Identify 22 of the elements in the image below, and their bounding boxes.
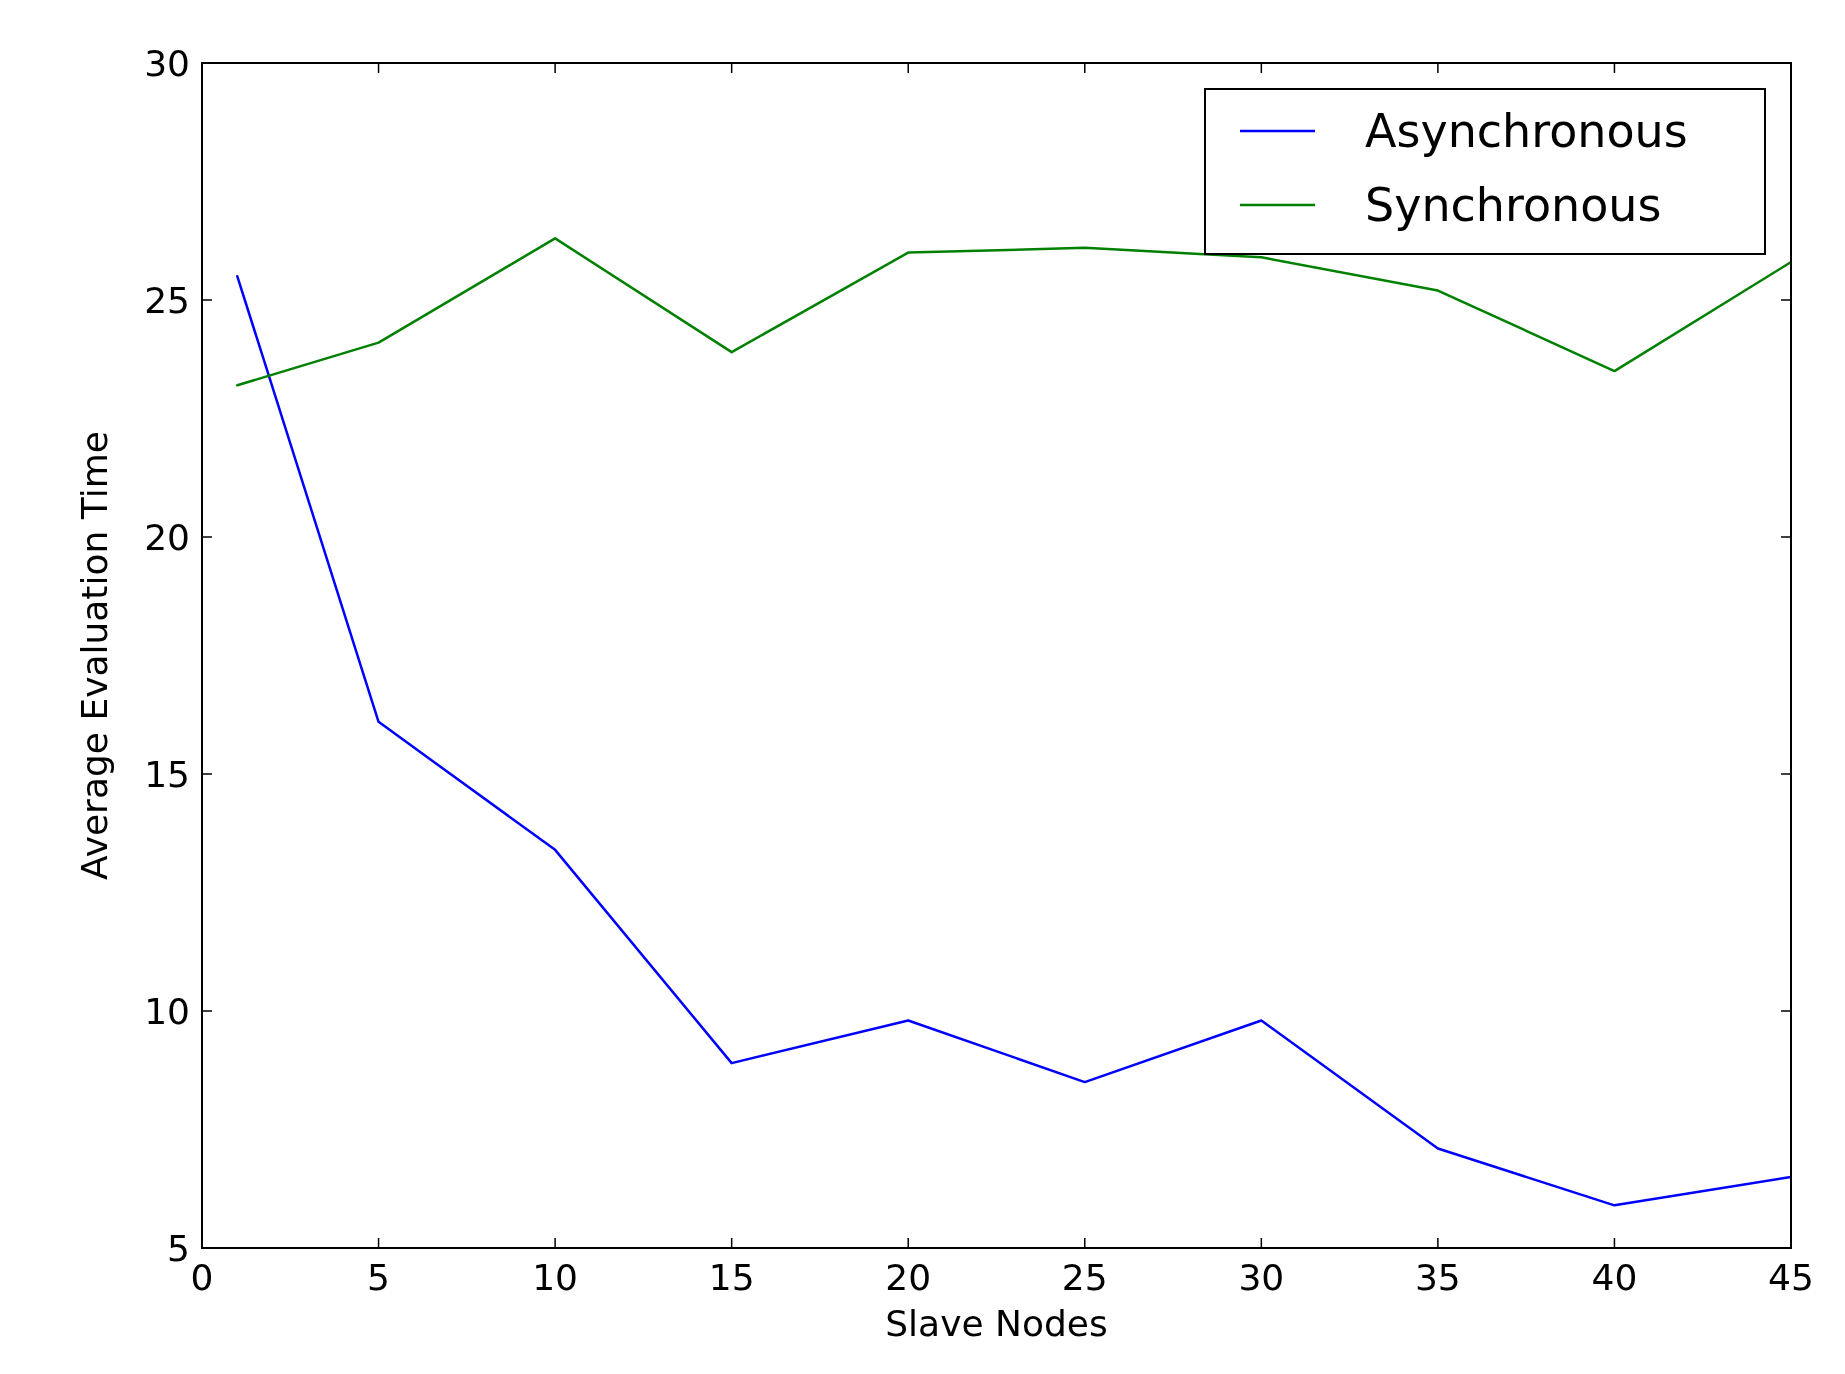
legend-label: Synchronous (1365, 178, 1662, 233)
x-tick-label: 20 (885, 1257, 932, 1298)
x-tick-label: 25 (1061, 1257, 1108, 1298)
legend-label: Asynchronous (1365, 104, 1688, 159)
x-tick-label: 15 (708, 1257, 755, 1298)
x-tick-label: 30 (1238, 1257, 1285, 1298)
line-series (236, 275, 1791, 1207)
y-tick-label: 15 (144, 753, 190, 795)
x-tick-label: 45 (1768, 1257, 1814, 1298)
y-tick-label: 5 (167, 1227, 190, 1269)
x-tick-label: 5 (367, 1257, 391, 1298)
x-tick-label: 40 (1591, 1257, 1638, 1298)
x-tick-label: 10 (532, 1257, 579, 1298)
y-tick-label: 25 (144, 279, 190, 321)
y-tick-label: 30 (144, 42, 190, 84)
y-axis-title: Average Evaluation Time (74, 431, 115, 880)
y-tick-label: 20 (144, 516, 190, 558)
x-tick-label: 0 (190, 1257, 214, 1298)
line-series (236, 237, 1791, 387)
x-tick-label: 35 (1414, 1257, 1461, 1298)
x-axis-title: Slave Nodes (885, 1303, 1108, 1344)
y-tick-label: 10 (144, 990, 190, 1032)
